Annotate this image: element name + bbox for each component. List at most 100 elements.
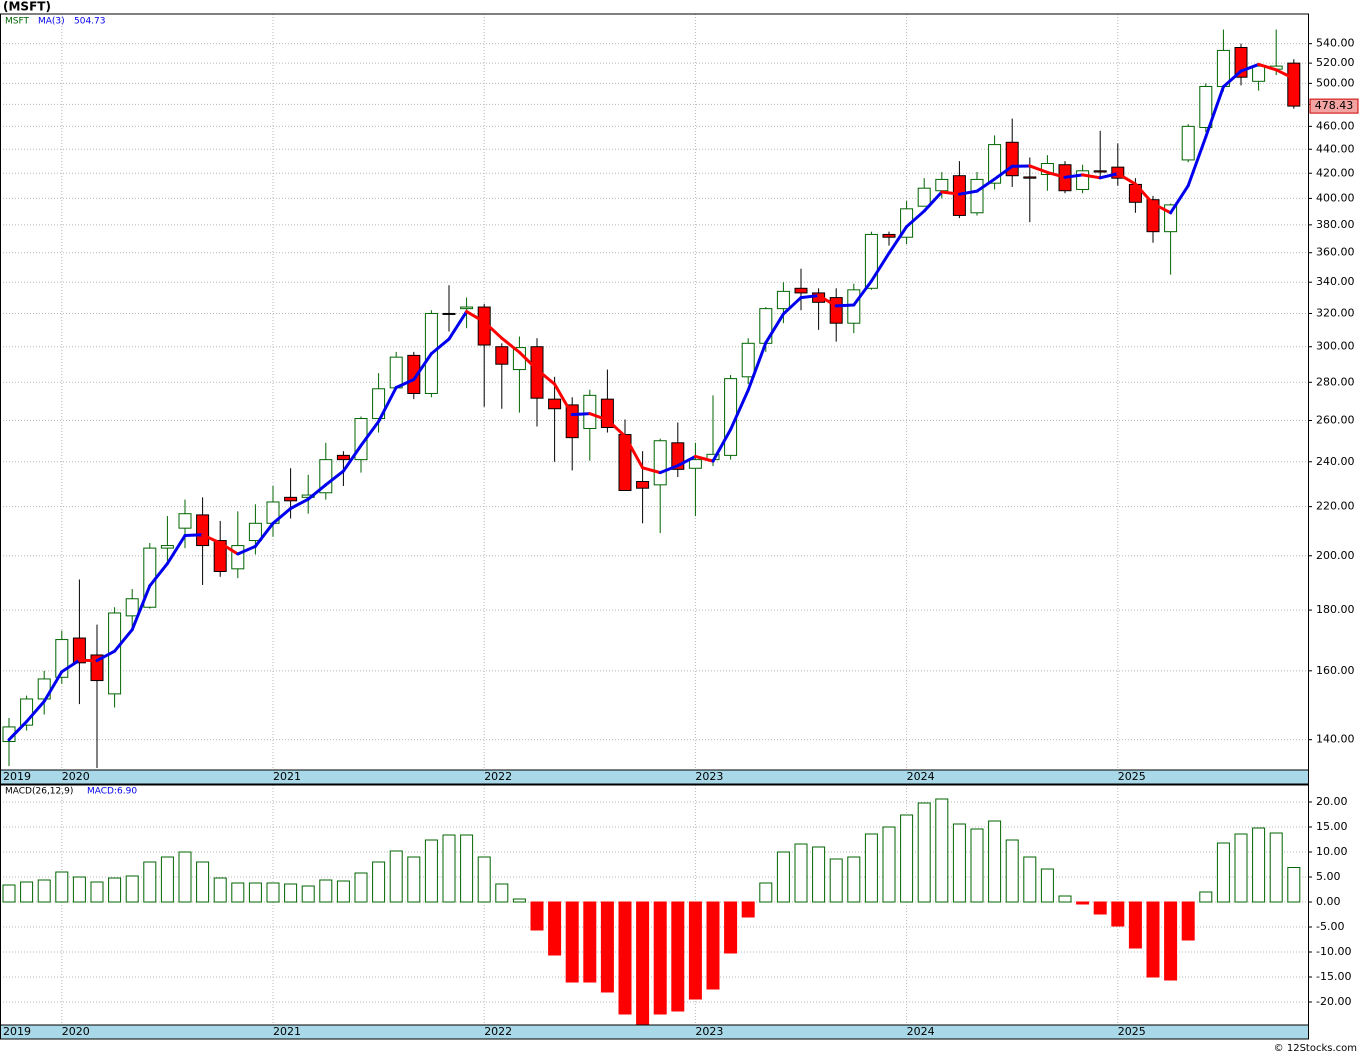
x-tick-label: 2020	[62, 770, 90, 783]
ma-line	[975, 177, 997, 193]
macd-bar	[248, 882, 262, 903]
ma-line	[1257, 62, 1278, 72]
y-tick-label: 440.00	[1316, 142, 1355, 155]
ma-line	[852, 279, 873, 307]
macd-bar	[1146, 901, 1160, 978]
macd-bar	[917, 802, 931, 903]
candle-body	[1252, 65, 1266, 82]
candle-body	[495, 346, 509, 365]
macd-bar	[20, 881, 34, 903]
ma-line	[729, 388, 750, 432]
ma-line	[869, 251, 891, 283]
macd-bar	[1252, 827, 1266, 903]
candle-body	[882, 233, 896, 238]
legend-symbol: MSFT	[5, 17, 29, 27]
y-tick-label: 540.00	[1316, 37, 1355, 50]
candle-body	[389, 356, 403, 389]
macd-bar	[389, 850, 403, 903]
macd-bar	[1181, 901, 1195, 941]
y-tick-label: 240.00	[1316, 455, 1355, 468]
candle-body	[794, 287, 808, 294]
ma-line	[95, 649, 117, 663]
ma-line	[905, 209, 926, 229]
candle-body	[1199, 85, 1213, 128]
ma-line	[271, 507, 293, 525]
macd-bar	[724, 901, 738, 954]
ma-line	[817, 294, 838, 308]
macd-bar	[477, 856, 491, 903]
y-tick-label: 5.00	[1316, 870, 1341, 883]
y-tick-label: 420.00	[1316, 166, 1355, 179]
candle-body	[530, 346, 544, 399]
y-tick-label: 200.00	[1316, 549, 1355, 562]
macd-value: MACD:6.90	[87, 787, 137, 797]
macd-bar	[1234, 833, 1248, 903]
macd-bar	[1093, 901, 1107, 915]
candle-body	[917, 187, 931, 207]
candle-body	[653, 440, 667, 486]
ma-line	[641, 466, 662, 475]
macd-bar	[548, 901, 562, 956]
ma-line	[570, 412, 592, 417]
ma-line	[588, 412, 609, 422]
y-tick-label: -20.00	[1316, 995, 1351, 1008]
ma-line	[1151, 202, 1173, 215]
plot-frame	[0, 13, 1309, 785]
candle-body	[284, 496, 298, 502]
macd-bar	[952, 823, 966, 903]
candle-body	[442, 312, 456, 315]
macd-bar	[442, 834, 456, 903]
macd-bar	[460, 834, 474, 903]
y-tick-label: -10.00	[1316, 945, 1351, 958]
ma-line	[553, 382, 574, 417]
macd-bar	[354, 872, 368, 903]
ma-line	[236, 544, 257, 556]
macd-bar	[1058, 895, 1072, 903]
candle-body	[319, 459, 333, 494]
ma-line	[1116, 172, 1137, 186]
candle-body	[55, 639, 69, 678]
ma-line	[25, 699, 46, 724]
ma-line	[1186, 135, 1208, 188]
macd-bar	[653, 901, 667, 1015]
candle-body	[1093, 170, 1107, 173]
ma-line	[341, 443, 363, 473]
ma-line	[324, 469, 345, 487]
candle-body	[583, 394, 597, 429]
x-tick-label: 2021	[273, 770, 301, 783]
macd-bar	[231, 882, 245, 903]
ma-line	[42, 670, 64, 703]
ma-line	[465, 310, 486, 324]
y-tick-label: 400.00	[1316, 191, 1355, 204]
candle-body	[178, 513, 192, 529]
y-tick-label: 160.00	[1316, 664, 1355, 677]
candle-body	[688, 459, 702, 469]
ma-line	[201, 533, 222, 545]
y-tick-label: 140.00	[1316, 733, 1355, 746]
macd-bar	[988, 820, 1002, 903]
plot-frame	[0, 784, 1309, 1040]
macd-bar	[935, 798, 949, 903]
macd-bar	[759, 882, 773, 903]
macd-bar	[55, 871, 69, 903]
ma-line	[834, 303, 856, 308]
ma-line	[447, 310, 469, 341]
y-tick-label: 20.00	[1316, 795, 1348, 808]
ma-line	[289, 497, 310, 511]
ma-line	[676, 454, 697, 468]
candle-body	[1181, 125, 1195, 161]
ma-line	[113, 628, 134, 653]
ma-line	[535, 368, 557, 386]
candle-body	[829, 297, 843, 324]
macd-bar	[143, 861, 157, 903]
macd-bar	[2, 884, 16, 903]
x-tick-label: 2019	[3, 1025, 31, 1038]
candle-body	[970, 178, 984, 214]
y-tick-label: 220.00	[1316, 500, 1355, 513]
ma-line	[993, 164, 1014, 181]
macd-bar	[1040, 868, 1054, 903]
y-tick-label: 360.00	[1316, 246, 1355, 259]
macd-bar	[1269, 832, 1283, 903]
macd-bar	[565, 901, 579, 983]
